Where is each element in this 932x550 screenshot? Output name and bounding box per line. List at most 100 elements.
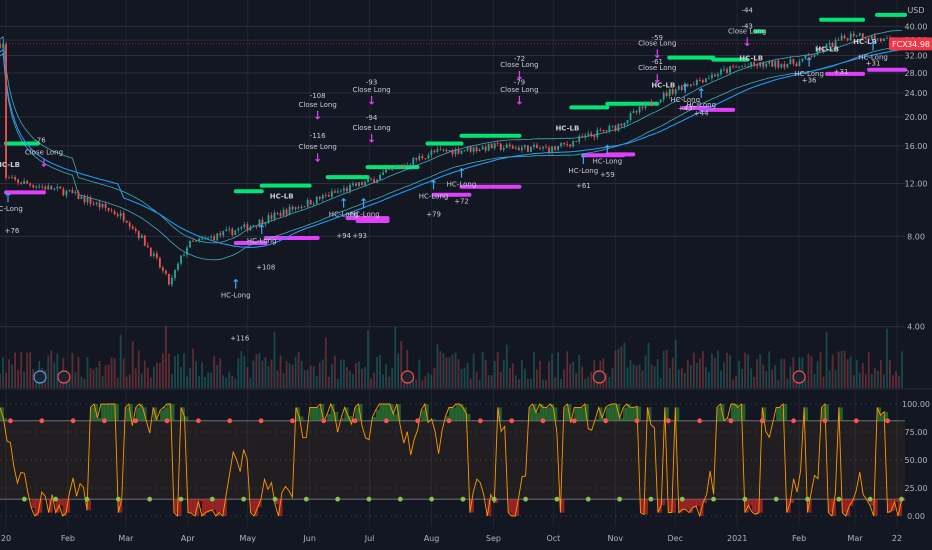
oversold-fill <box>682 499 687 510</box>
overbought-fill <box>563 407 568 421</box>
volume-bar <box>581 366 584 388</box>
candle-body <box>472 147 475 152</box>
annotation-label: +79 <box>426 211 441 219</box>
volume-bar <box>524 368 526 388</box>
close-long-arrow-icon <box>744 37 750 47</box>
candle-body <box>533 144 535 147</box>
oscillator-axis-ticks[interactable]: 100.00 75.00 50.00 25.00 0.00 <box>902 400 930 521</box>
time-axis[interactable]: 20 Feb Mar Apr May Jun Jul Aug Sep Oct Nov Dec 2021 F… <box>1 534 902 543</box>
oversold-fill <box>198 499 203 502</box>
volume-bar <box>816 361 819 388</box>
volume-bar <box>723 362 725 388</box>
overbought-fill <box>553 407 558 421</box>
main-pane[interactable]: HC-LB HC-Long +76 -76 Close Long HC-Long +116 H… <box>0 0 907 526</box>
annotation-label: +76 <box>5 227 20 235</box>
candle-body <box>445 149 448 152</box>
oscillator-path <box>0 402 902 518</box>
candle-body <box>879 38 882 42</box>
candle-body <box>810 55 813 57</box>
volume-bar <box>86 357 89 388</box>
oscillator-pane[interactable] <box>0 402 906 518</box>
candle-body <box>792 59 795 64</box>
candle-body <box>524 145 526 148</box>
candle-body <box>355 183 357 187</box>
volume-bar <box>569 363 572 388</box>
overbought-fill <box>734 404 739 421</box>
oversold-signal-dot <box>53 496 59 502</box>
candle-body <box>155 253 158 259</box>
candle-body <box>192 240 194 242</box>
volume-bar <box>258 352 261 388</box>
volume-bar <box>590 372 593 388</box>
volume-bar <box>738 360 740 388</box>
volume-bar <box>415 379 418 388</box>
overbought-fill <box>741 404 746 421</box>
overbought-fill <box>529 407 534 421</box>
candle-body <box>732 66 734 68</box>
volume-bar <box>427 372 430 388</box>
candle-body <box>469 146 472 152</box>
candle-body <box>62 188 65 196</box>
oversold-fill <box>212 499 217 510</box>
candle-body <box>520 147 523 151</box>
overbought-fill <box>609 404 614 421</box>
candle-body <box>2 43 4 48</box>
volume-bar <box>140 373 143 388</box>
annotation-label: +44 <box>694 110 709 118</box>
candle-body <box>35 186 38 188</box>
time-tick-label: 20 <box>1 534 11 543</box>
annotation-label: +59 <box>600 171 615 179</box>
oversold-fill <box>640 499 645 513</box>
volume-bar <box>252 360 255 388</box>
volume-bar <box>611 367 614 388</box>
volume-bar <box>901 351 903 388</box>
volume-bar <box>530 378 532 388</box>
annotation-label: -HC-Long <box>348 211 380 219</box>
overbought-fill <box>630 407 634 421</box>
volume-bar <box>300 360 303 388</box>
candle-body <box>134 228 137 232</box>
candle-body <box>300 206 303 209</box>
volume-bar <box>792 357 795 388</box>
candle-body <box>834 39 837 48</box>
candle-body <box>183 254 185 256</box>
oversold-fill <box>487 499 492 516</box>
candle-body <box>391 168 394 170</box>
annotation-label: Close Long <box>299 143 337 151</box>
price-axis[interactable]: USD 40.0036.0032.0028.0024.0020.0016.001… <box>889 6 932 332</box>
volume-bar <box>20 351 23 388</box>
oscillator-tick-label: 75.00 <box>905 428 928 437</box>
volume-bar <box>303 369 306 388</box>
volume-bar <box>502 359 505 388</box>
candle-body <box>237 228 240 231</box>
close-long-arrow-icon <box>41 158 47 168</box>
volume-bar <box>282 373 285 388</box>
event-markers[interactable] <box>33 370 806 384</box>
candle-body <box>318 196 321 199</box>
volume-bar <box>451 354 454 388</box>
candle-body <box>11 177 13 179</box>
annotation-label: HC-Long <box>247 237 277 245</box>
candle-body <box>855 35 858 37</box>
overbought-fill <box>762 407 767 421</box>
oscillator-tick-label: 50.00 <box>905 456 928 465</box>
annotation-label: +93 <box>352 232 367 240</box>
candle-body <box>780 64 783 68</box>
oversold-fill <box>790 499 795 503</box>
candle-body <box>92 203 95 205</box>
volume-bar <box>575 372 578 388</box>
candle-body <box>852 33 855 37</box>
volume-bar <box>358 361 360 388</box>
oversold-fill <box>508 499 513 513</box>
volume-bar <box>840 351 843 388</box>
candle-body <box>321 195 324 199</box>
annotation-label: +72 <box>454 197 469 205</box>
earnings-event-icon <box>592 370 606 384</box>
volume-bar <box>71 352 74 388</box>
candle-body <box>882 38 885 42</box>
candle-body <box>795 63 798 67</box>
volume-bar <box>692 352 695 388</box>
volume-bar <box>659 378 662 388</box>
volume-bar <box>231 375 234 388</box>
volume-bar <box>750 368 753 388</box>
